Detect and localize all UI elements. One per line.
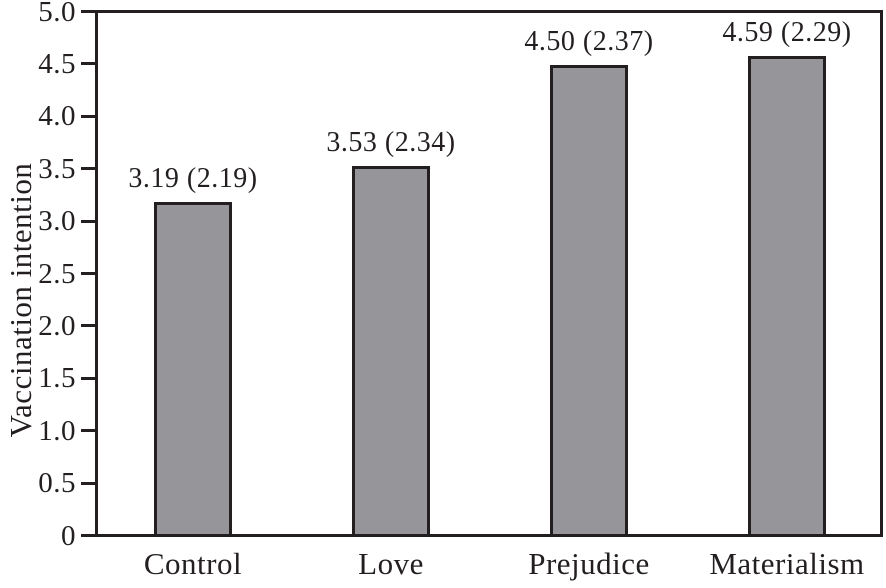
x-category-label-control: Control: [143, 546, 243, 581]
plot-area: 3.19 (2.19) 3.53 (2.34) 4.50 (2.37) 4.59 (2…: [95, 10, 883, 537]
y-tick-mark-0.5: [81, 481, 98, 485]
bar-value-label-control: 3.19 (2.19): [128, 162, 258, 194]
y-tick-label-2.0: 2.0: [38, 309, 76, 342]
y-tick-label-1.0: 1.0: [38, 414, 76, 447]
bar-prejudice: [550, 65, 628, 534]
y-tick-mark-4.0: [81, 114, 98, 118]
bar-value-label-love: 3.53 (2.34): [326, 127, 456, 159]
y-tick-mark-2.0: [81, 324, 98, 328]
bar-control: [154, 201, 232, 534]
y-tick-label-5.0: 5.0: [38, 0, 76, 28]
y-tick-mark-5.0: [81, 10, 98, 13]
y-tick-label-0: 0: [61, 519, 76, 552]
y-tick-label-2.5: 2.5: [38, 257, 76, 290]
y-tick-label-1.5: 1.5: [38, 362, 76, 395]
bar-value-label-materialism: 4.59 (2.29): [722, 16, 852, 48]
y-tick-label-4.5: 4.5: [38, 47, 76, 80]
y-tick-mark-0: [81, 534, 98, 537]
y-tick-mark-4.5: [81, 62, 98, 66]
y-tick-label-3.0: 3.0: [38, 205, 76, 238]
x-category-label-love: Love: [358, 546, 424, 581]
bar-love: [352, 166, 430, 534]
y-tick-label-0.5: 0.5: [38, 467, 76, 500]
x-category-label-materialism: Materialism: [709, 546, 865, 581]
y-tick-mark-1.5: [81, 376, 98, 380]
y-tick-mark-2.5: [81, 272, 98, 275]
x-category-label-prejudice: Prejudice: [528, 546, 650, 581]
y-tick-label-3.5: 3.5: [38, 152, 76, 185]
y-tick-mark-1.0: [81, 429, 98, 433]
bar-value-label-prejudice: 4.50 (2.37): [524, 26, 654, 58]
y-tick-mark-3.5: [81, 167, 98, 171]
y-tick-mark-3.0: [81, 219, 98, 223]
y-tick-label-4.0: 4.0: [38, 100, 76, 133]
bar-materialism: [748, 55, 826, 534]
